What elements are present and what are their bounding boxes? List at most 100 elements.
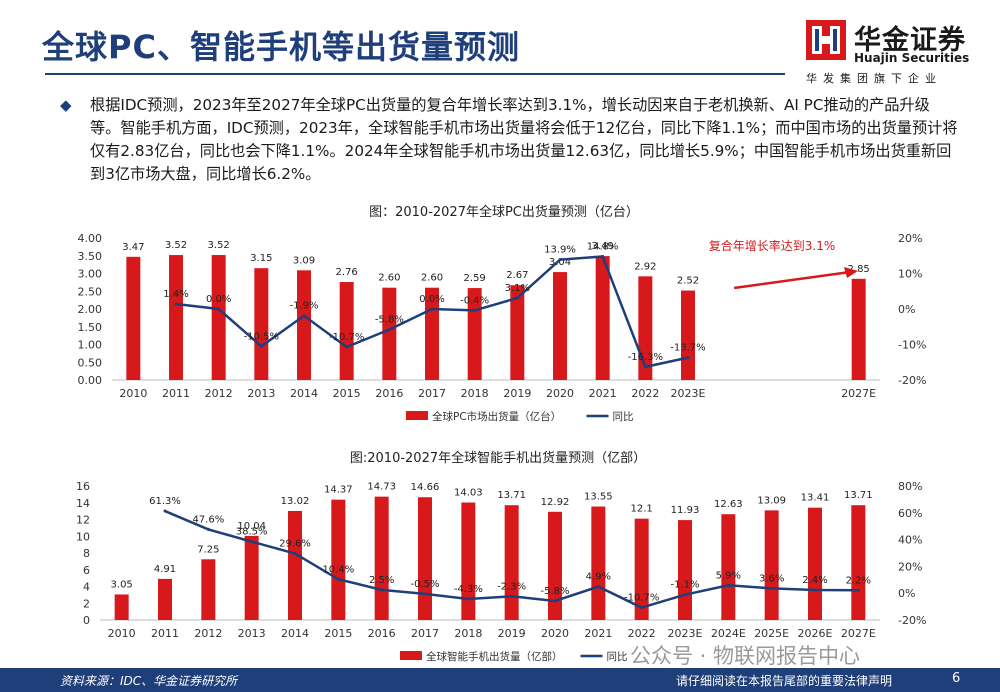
bar: [681, 290, 695, 380]
bar-value-label: 2.76: [336, 267, 358, 278]
bar: [851, 505, 866, 620]
bar-value-label: 3.15: [250, 253, 272, 264]
bar-value-label: 3.52: [208, 240, 230, 251]
bar: [418, 497, 432, 620]
x-axis-tick-label: 2011: [151, 627, 179, 640]
bar-value-label: 12.92: [541, 497, 570, 508]
bar-value-label: 14.03: [454, 487, 483, 498]
y-axis-tick-label: 2: [83, 597, 90, 610]
y-axis-tick-label: 8: [83, 547, 90, 560]
smartphone-shipment-chart: 图:2010-2027年全球智能手机出货量预测（亿部）1614121086420…: [76, 450, 926, 663]
y2-axis-tick-label: -10%: [898, 339, 926, 352]
x-axis-tick-label: 2020: [546, 387, 574, 400]
bar-value-label: 10.04: [237, 521, 266, 532]
bar: [851, 278, 866, 380]
bar: [201, 559, 216, 620]
yoy-value-label: -0.5%: [410, 579, 439, 590]
y-axis-tick-label: 0.00: [78, 374, 103, 387]
x-axis-tick-label: 2011: [162, 387, 190, 400]
yoy-point: [643, 365, 647, 369]
yoy-value-label: 13.9%: [544, 245, 576, 256]
yoy-value-label: 29.6%: [279, 539, 311, 550]
chart-title: 图:2010-2027年全球智能手机出货量预测（亿部）: [350, 450, 646, 466]
yoy-value-label: 14.8%: [587, 241, 619, 252]
x-axis-tick-label: 2014: [281, 627, 309, 640]
yoy-point: [302, 314, 306, 318]
x-axis-tick-label: 2027E: [841, 387, 876, 400]
yoy-value-label: -1.9%: [289, 301, 318, 312]
x-axis-tick-label: 2022: [631, 387, 659, 400]
x-axis-tick-label: 2021: [584, 627, 612, 640]
x-axis-tick-label: 2024E: [711, 627, 746, 640]
yoy-point: [423, 592, 427, 596]
yoy-value-label: -1.1%: [670, 580, 699, 591]
yoy-value-label: 1.4%: [163, 289, 188, 300]
y-axis-tick-label: 0: [83, 614, 90, 627]
footer-bar: 资料来源：IDC、华金证券研究所 请仔细阅读在本报告尾部的重要法律声明 6: [0, 668, 1000, 692]
bar: [288, 510, 302, 620]
y2-axis-tick-label: 60%: [898, 507, 922, 520]
yoy-point: [596, 585, 600, 589]
bar-value-label: 2.60: [378, 273, 400, 284]
bar-value-label: 3.09: [293, 255, 315, 266]
arrow-head-icon: [844, 267, 858, 278]
logo-en-text: Huajin Securities: [854, 51, 970, 65]
yoy-value-label: -16.3%: [628, 352, 663, 363]
y-axis-tick-label: 3.00: [78, 268, 103, 281]
bar-value-label: 3.04: [549, 257, 571, 268]
bar-value-label: 14.37: [324, 485, 353, 496]
huajin-logo-icon: [806, 20, 846, 60]
logo-cn-text: 华金证券: [854, 25, 966, 56]
bar-value-label: 2.85: [848, 264, 870, 275]
title-underline: [45, 73, 785, 75]
yoy-point: [206, 527, 210, 531]
y-axis-tick-label: 3.50: [78, 250, 103, 263]
yoy-value-label: 0.0%: [206, 294, 231, 305]
y2-axis-tick-label: 10%: [898, 268, 922, 281]
x-axis-tick-label: 2013: [247, 387, 275, 400]
x-axis-tick-label: 2012: [205, 387, 233, 400]
logo-sub-text: 华发集团旗下企业: [806, 72, 942, 85]
x-axis-tick-label: 2025E: [754, 627, 789, 640]
bar: [764, 510, 779, 620]
yoy-value-label: -5.8%: [540, 586, 569, 597]
yoy-value-label: 61.3%: [149, 496, 181, 507]
yoy-point: [250, 540, 254, 544]
yoy-point: [553, 599, 557, 603]
bar-value-label: 2.92: [634, 261, 656, 272]
yoy-point: [174, 302, 178, 306]
x-axis-tick-label: 2010: [119, 387, 147, 400]
bar: [297, 270, 311, 380]
company-logo: 华金证券 Huajin Securities 华发集团旗下企业: [806, 16, 986, 86]
bar: [595, 256, 610, 380]
x-axis-tick-label: 2022: [628, 627, 656, 640]
bar-value-label: 2.59: [464, 273, 486, 284]
yoy-value-label: 0.0%: [419, 294, 444, 305]
x-axis-tick-label: 2020: [541, 627, 569, 640]
yoy-point: [601, 254, 605, 258]
bar-value-label: 12.1: [631, 504, 653, 515]
yoy-value-label: 10.4%: [322, 564, 354, 575]
yoy-value-label: 2.2%: [846, 575, 871, 586]
yoy-point: [770, 586, 774, 590]
bar: [678, 520, 692, 620]
yoy-point: [813, 588, 817, 592]
chart-title: 图：2010-2027年全球PC出货量预测（亿台）: [369, 204, 639, 220]
y2-axis-tick-label: 40%: [898, 534, 922, 547]
yoy-value-label: 3.1%: [505, 283, 530, 294]
bar: [553, 272, 567, 380]
y-axis-tick-label: 6: [83, 564, 90, 577]
bar-value-label: 13.41: [801, 493, 830, 504]
y-axis-tick-label: 1.00: [78, 339, 103, 352]
y-axis-tick-label: 0.50: [78, 356, 103, 369]
bar: [244, 535, 259, 620]
y-axis-tick-label: 2.00: [78, 303, 103, 316]
bar-value-label: 13.02: [281, 496, 310, 507]
bar: [331, 499, 346, 620]
yoy-point: [726, 583, 730, 587]
bar-value-label: 14.66: [411, 482, 440, 493]
yoy-value-label: 5.9%: [716, 570, 741, 581]
yoy-value-label: -4.3%: [454, 584, 483, 595]
y-axis-tick-label: 14: [76, 497, 90, 510]
x-axis-tick-label: 2013: [238, 627, 266, 640]
